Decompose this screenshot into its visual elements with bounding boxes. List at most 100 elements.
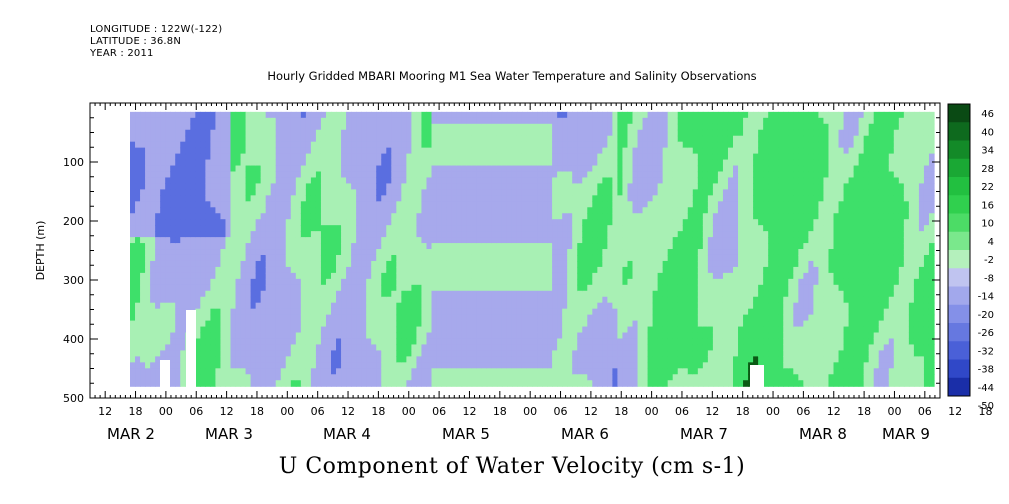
heatmap-cell — [270, 302, 277, 310]
heatmap-cell — [481, 362, 488, 369]
heatmap-cell — [150, 266, 156, 274]
heatmap-cell — [441, 165, 448, 173]
heatmap-cell — [265, 201, 272, 208]
heatmap-cell — [456, 219, 463, 226]
heatmap-cell — [632, 332, 639, 340]
heatmap-cell — [170, 213, 176, 220]
heatmap-cell — [612, 129, 619, 137]
heatmap-cell — [155, 129, 161, 137]
heatmap-cell — [215, 171, 222, 179]
heatmap-cell — [255, 147, 262, 155]
heatmap-cell — [205, 338, 212, 346]
heatmap-cell — [310, 147, 317, 155]
heatmap-cell — [567, 189, 573, 196]
heatmap-cell — [260, 278, 267, 286]
heatmap-cell — [351, 117, 357, 125]
heatmap-cell — [200, 380, 206, 387]
heatmap-cell — [145, 177, 151, 185]
heatmap-cell — [240, 159, 247, 167]
heatmap-cell — [270, 111, 277, 119]
heatmap-cell — [491, 225, 498, 232]
heatmap-cell — [511, 314, 518, 322]
heatmap-cell — [572, 260, 578, 268]
heatmap-cell — [205, 332, 212, 340]
heatmap-cell — [521, 290, 528, 298]
heatmap-cell — [190, 195, 196, 202]
heatmap-cell — [245, 135, 252, 143]
heatmap-cell — [647, 201, 654, 208]
heatmap-cell — [220, 368, 227, 375]
heatmap-cell — [547, 153, 553, 161]
heatmap-cell — [280, 195, 287, 202]
heatmap-cell — [421, 129, 428, 137]
heatmap-cell — [170, 374, 176, 381]
heatmap-cell — [145, 225, 151, 232]
heatmap-cell — [361, 189, 367, 196]
heatmap-cell — [557, 195, 563, 202]
heatmap-cell — [265, 153, 272, 161]
heatmap-cell — [240, 344, 247, 352]
heatmap-cell — [140, 326, 146, 334]
heatmap-cell — [426, 362, 433, 369]
heatmap-cell — [501, 231, 508, 238]
heatmap-cell — [320, 326, 327, 334]
heatmap-cell — [441, 201, 448, 208]
heatmap-cell — [617, 237, 624, 244]
heatmap-cell — [265, 177, 272, 185]
heatmap-cell — [476, 284, 483, 292]
heatmap-cell — [426, 249, 433, 256]
heatmap-cell — [602, 201, 608, 208]
heatmap-cell — [532, 225, 538, 232]
heatmap-cell — [361, 207, 367, 214]
heatmap-cell — [572, 213, 578, 220]
heatmap-cell — [652, 129, 659, 137]
heatmap-cell — [260, 290, 267, 298]
heatmap-cell — [381, 213, 387, 220]
heatmap-cell — [190, 123, 196, 131]
heatmap-cell — [451, 374, 458, 381]
heatmap-cell — [366, 314, 372, 322]
heatmap-cell — [642, 111, 649, 119]
heatmap-cell — [195, 141, 201, 149]
heatmap-cell — [285, 165, 292, 173]
heatmap-cell — [572, 111, 578, 119]
heatmap-cell — [396, 278, 402, 286]
heatmap-cell — [662, 195, 669, 202]
heatmap-cell — [331, 356, 337, 363]
heatmap-cell — [537, 266, 543, 274]
heatmap-cell — [275, 272, 282, 280]
heatmap-cell — [220, 308, 227, 316]
heatmap-cell — [401, 141, 407, 149]
heatmap-cell — [130, 290, 136, 298]
heatmap-cell — [436, 117, 443, 125]
heatmap-cell — [356, 201, 362, 208]
heatmap-cell — [145, 159, 151, 167]
heatmap-cell — [180, 272, 186, 280]
heatmap-cell — [476, 189, 483, 196]
heatmap-cell — [562, 231, 568, 238]
heatmap-cell — [396, 171, 402, 179]
heatmap-cell — [476, 147, 483, 155]
heatmap-cell — [155, 272, 161, 280]
heatmap-cell — [537, 183, 543, 190]
heatmap-cell — [501, 189, 508, 196]
heatmap-cell — [441, 320, 448, 328]
heatmap-cell — [150, 326, 156, 334]
heatmap-cell — [240, 320, 247, 328]
heatmap-cell — [532, 111, 538, 119]
heatmap-cell — [165, 254, 171, 262]
heatmap-cell — [416, 165, 423, 173]
heatmap-cell — [426, 171, 433, 179]
heatmap-cell — [506, 308, 513, 316]
heatmap-cell — [607, 320, 614, 328]
heatmap-cell — [265, 272, 272, 280]
heatmap-cell — [190, 266, 196, 274]
heatmap-cell — [275, 201, 282, 208]
heatmap-cell — [647, 350, 654, 357]
heatmap-cell — [547, 249, 553, 256]
heatmap-cell — [135, 380, 141, 387]
heatmap-cell — [466, 344, 473, 352]
heatmap-cell — [300, 165, 307, 173]
heatmap-cell — [381, 147, 387, 155]
heatmap-cell — [195, 380, 201, 387]
